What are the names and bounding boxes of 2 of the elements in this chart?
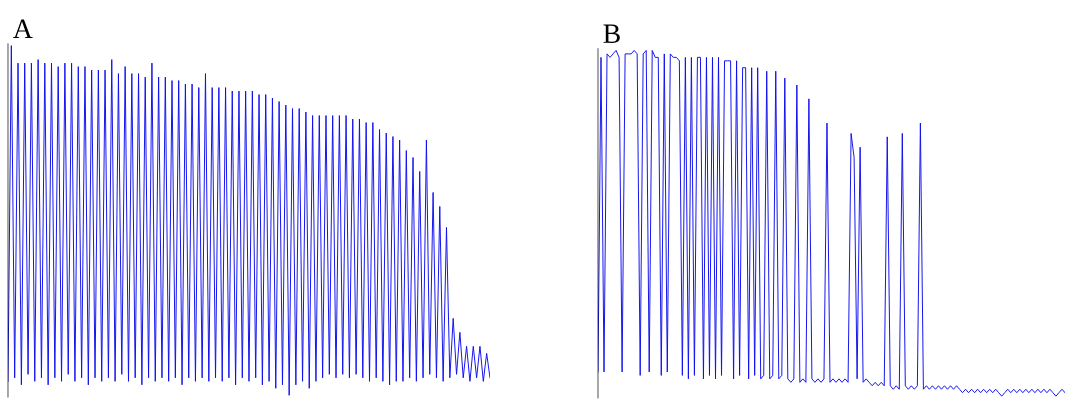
chart-title: A <box>13 19 33 38</box>
chart-title: B <box>603 24 620 43</box>
